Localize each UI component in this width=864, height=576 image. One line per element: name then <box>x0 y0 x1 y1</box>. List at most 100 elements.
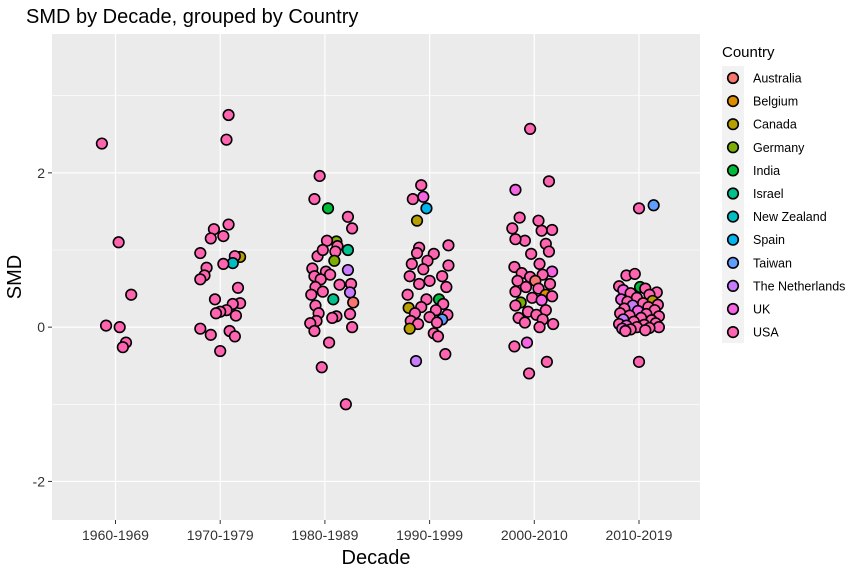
data-point <box>430 316 444 329</box>
data-point <box>547 317 560 331</box>
data-point <box>406 192 419 206</box>
data-point <box>417 190 430 203</box>
data-point <box>509 233 522 246</box>
data-point <box>533 257 546 270</box>
legend-label: USA <box>753 326 779 340</box>
data-point <box>439 348 452 361</box>
data-point <box>405 257 418 270</box>
y-tick-label: 2 <box>37 165 45 181</box>
legend-label: Australia <box>753 72 802 86</box>
data-point <box>532 214 545 227</box>
legend-swatch <box>726 94 740 108</box>
y-axis: -2 0 2 <box>33 165 52 489</box>
data-point <box>535 224 548 237</box>
x-tick-label: 1970-1979 <box>187 527 254 543</box>
data-point <box>328 254 341 267</box>
data-point <box>333 278 346 291</box>
data-point <box>341 243 355 257</box>
data-point <box>343 307 357 321</box>
legend-label: UK <box>753 303 771 317</box>
data-point <box>619 324 632 338</box>
legend-label: Israel <box>753 187 784 201</box>
data-point <box>326 311 339 324</box>
plot-panel <box>52 34 700 520</box>
data-point <box>339 398 352 411</box>
data-point <box>513 211 526 224</box>
data-point <box>509 183 522 196</box>
data-point <box>214 344 227 358</box>
y-tick-label: 0 <box>37 319 45 335</box>
x-axis-title: Decade <box>342 547 411 569</box>
data-point <box>535 294 548 307</box>
data-point <box>99 319 113 332</box>
data-point <box>506 222 519 235</box>
legend-swatch <box>726 141 740 154</box>
legend-label: Taiwan <box>753 256 792 270</box>
data-point <box>305 288 318 301</box>
data-point <box>308 324 321 338</box>
data-point <box>229 309 243 322</box>
data-point <box>545 290 559 303</box>
data-point <box>125 288 138 301</box>
data-point <box>520 336 534 349</box>
x-axis: 1960-1969 1970-1979 1980-1989 1990-1999 2000… <box>82 520 673 543</box>
legend-label: Germany <box>753 141 805 155</box>
data-point <box>522 367 536 380</box>
data-point <box>113 321 126 334</box>
data-point <box>322 336 336 349</box>
data-points <box>95 108 665 411</box>
data-point <box>420 202 433 215</box>
data-point <box>222 108 235 122</box>
data-point <box>343 286 357 299</box>
x-tick-label: 1990-1999 <box>396 527 463 543</box>
data-point <box>410 246 424 260</box>
data-point <box>217 230 230 243</box>
data-point <box>647 199 660 212</box>
data-point <box>95 137 108 150</box>
data-point <box>316 243 329 257</box>
y-axis-title: SMD <box>4 255 26 299</box>
data-point <box>327 293 340 306</box>
legend-swatch <box>726 187 740 200</box>
data-point <box>112 236 125 249</box>
data-point <box>525 247 538 260</box>
legend-label: India <box>753 164 780 178</box>
legend-label: Belgium <box>753 95 798 109</box>
data-point <box>347 296 360 309</box>
data-point <box>509 285 522 298</box>
data-point <box>409 354 423 368</box>
x-tick-label: 2010-2019 <box>606 527 673 543</box>
data-point <box>632 355 646 368</box>
data-point <box>545 223 559 237</box>
data-point <box>194 322 207 335</box>
data-point <box>542 245 556 258</box>
legend-swatch <box>726 256 740 269</box>
data-point <box>308 192 321 206</box>
legend: Country Australia Belgium Canada Germany Ind… <box>722 44 845 344</box>
data-point <box>204 328 217 341</box>
chart-title: SMD by Decade, grouped by Country <box>26 6 358 28</box>
data-point <box>540 355 553 368</box>
data-point <box>315 361 328 374</box>
legend-swatch <box>726 233 740 246</box>
data-point <box>209 307 223 320</box>
data-point <box>518 316 531 329</box>
legend-swatch <box>726 71 740 85</box>
legend-title: Country <box>722 44 775 61</box>
data-point <box>436 270 449 283</box>
data-point <box>413 277 426 291</box>
x-tick-label: 1960-1969 <box>82 527 149 543</box>
data-point <box>324 268 337 281</box>
x-tick-label: 2000-2010 <box>501 527 568 543</box>
data-point <box>628 267 641 281</box>
data-point <box>346 222 359 235</box>
data-point <box>194 246 207 260</box>
legend-label: Canada <box>753 118 797 132</box>
data-point <box>222 218 235 231</box>
legend-swatch <box>726 326 740 339</box>
data-point <box>403 322 416 335</box>
data-point <box>519 280 533 294</box>
legend-swatch <box>726 279 740 293</box>
legend-label: The Netherlands <box>753 279 845 293</box>
